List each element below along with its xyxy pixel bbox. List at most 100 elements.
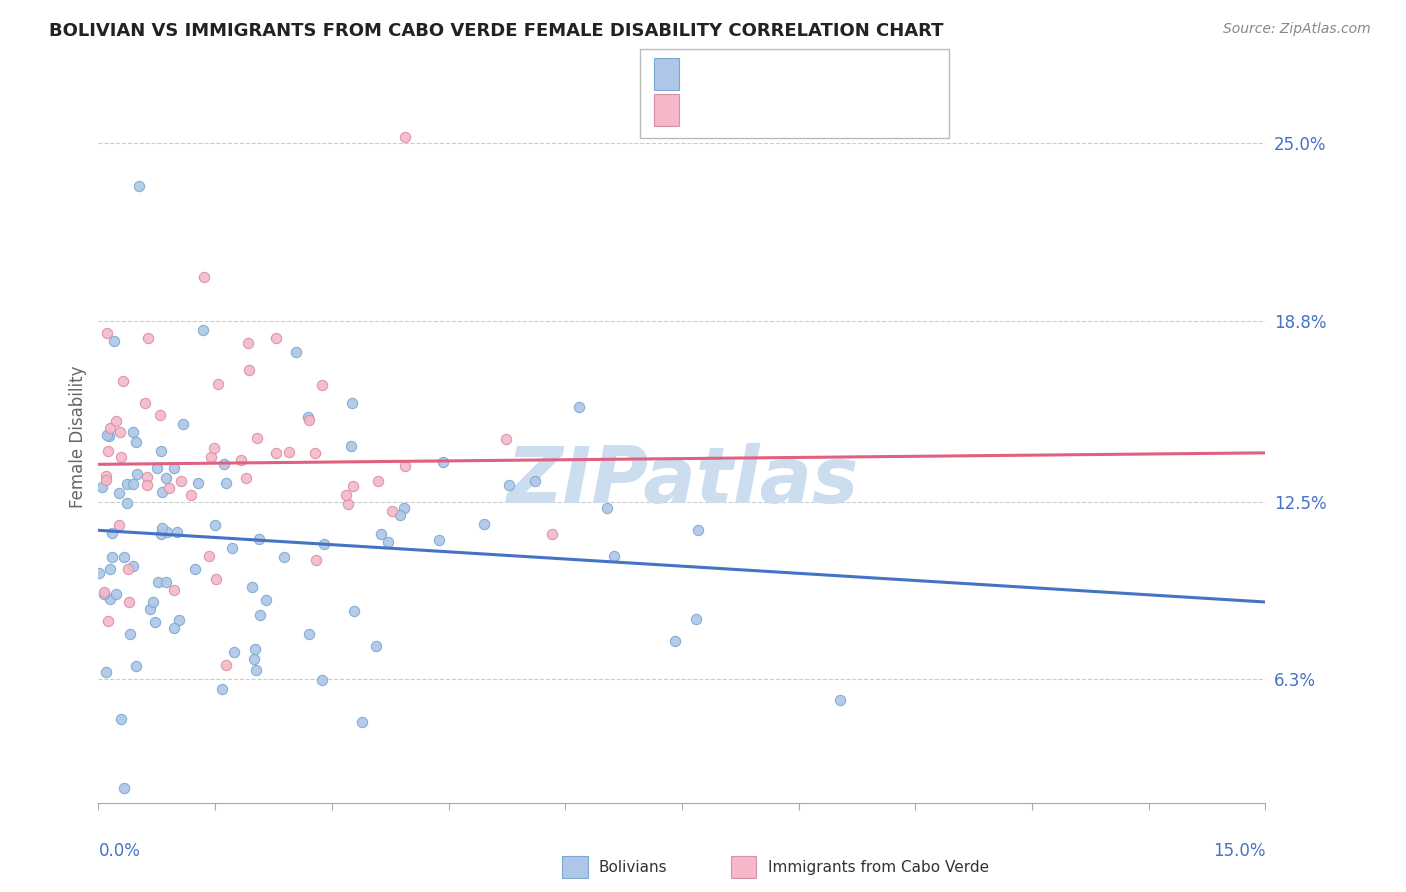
Text: Immigrants from Cabo Verde: Immigrants from Cabo Verde: [768, 860, 988, 874]
Point: [96, 427, 118, 442]
Point: [108, 425, 131, 439]
Point: [97, 444, 120, 458]
Point: [105, 414, 128, 428]
Point: [105, 587, 128, 601]
Point: [146, 461, 169, 475]
Point: [108, 485, 131, 500]
Point: [278, 445, 301, 459]
Point: [100, 420, 122, 434]
Point: [249, 608, 271, 623]
Point: [163, 621, 186, 635]
Point: [367, 474, 389, 488]
Point: [107, 517, 129, 532]
Point: [243, 641, 266, 656]
Text: Source: ZipAtlas.com: Source: ZipAtlas.com: [1223, 22, 1371, 37]
Point: [191, 323, 214, 337]
Point: [336, 497, 359, 511]
Point: [350, 715, 373, 730]
Point: [498, 478, 520, 492]
Point: [264, 446, 287, 460]
Point: [830, 693, 852, 707]
Point: [202, 441, 225, 455]
Point: [343, 604, 366, 618]
Point: [298, 627, 321, 641]
Point: [304, 446, 326, 460]
Point: [134, 396, 156, 410]
Point: [146, 574, 169, 589]
Point: [207, 377, 229, 392]
Point: [523, 474, 546, 488]
Point: [96, 665, 118, 680]
Point: [364, 640, 387, 654]
Point: [686, 523, 709, 537]
Point: [602, 549, 624, 564]
Point: [312, 537, 335, 551]
Point: [311, 673, 333, 687]
Point: [222, 645, 245, 659]
Point: [221, 541, 243, 556]
Point: [122, 425, 145, 440]
Point: [377, 535, 399, 549]
Point: [204, 517, 226, 532]
Text: 15.0%: 15.0%: [1213, 842, 1265, 860]
Point: [297, 410, 319, 425]
Point: [110, 712, 132, 726]
Point: [97, 428, 120, 442]
Point: [125, 659, 148, 673]
Point: [157, 481, 180, 495]
Point: [342, 479, 364, 493]
Point: [120, 627, 142, 641]
Point: [112, 781, 135, 796]
Point: [155, 575, 177, 590]
Point: [128, 178, 150, 193]
Point: [472, 517, 495, 532]
Point: [96, 326, 118, 340]
Point: [156, 524, 179, 539]
Point: [187, 475, 209, 490]
Point: [98, 592, 121, 607]
Text: R = -0.128: R = -0.128: [690, 65, 790, 83]
Point: [91, 480, 114, 494]
Point: [149, 526, 172, 541]
Point: [110, 450, 132, 464]
Point: [243, 652, 266, 666]
Point: [197, 549, 219, 563]
Point: [200, 450, 222, 464]
Point: [240, 580, 263, 594]
Point: [273, 550, 295, 565]
Point: [541, 526, 564, 541]
Point: [305, 553, 328, 567]
Point: [150, 485, 173, 500]
Point: [155, 471, 177, 485]
Point: [212, 457, 235, 471]
Point: [340, 439, 363, 453]
Point: [394, 458, 416, 473]
Point: [184, 562, 207, 576]
Point: [193, 270, 215, 285]
Point: [163, 582, 186, 597]
Point: [596, 500, 619, 515]
Point: [117, 477, 139, 491]
Point: [136, 331, 159, 345]
Point: [122, 559, 145, 574]
Point: [567, 400, 589, 414]
Text: N = 86: N = 86: [806, 65, 866, 83]
Point: [215, 657, 238, 672]
Point: [311, 378, 333, 392]
Point: [229, 452, 252, 467]
Point: [211, 681, 233, 696]
Point: [215, 476, 238, 491]
Point: [235, 471, 257, 485]
Point: [427, 533, 450, 547]
Point: [495, 432, 517, 446]
Point: [297, 413, 319, 427]
Point: [93, 585, 115, 599]
Point: [125, 467, 148, 481]
Point: [94, 468, 117, 483]
Point: [205, 572, 228, 586]
Point: [93, 587, 115, 601]
Point: [136, 469, 159, 483]
Point: [394, 130, 416, 145]
Point: [143, 615, 166, 629]
Point: [236, 335, 259, 350]
